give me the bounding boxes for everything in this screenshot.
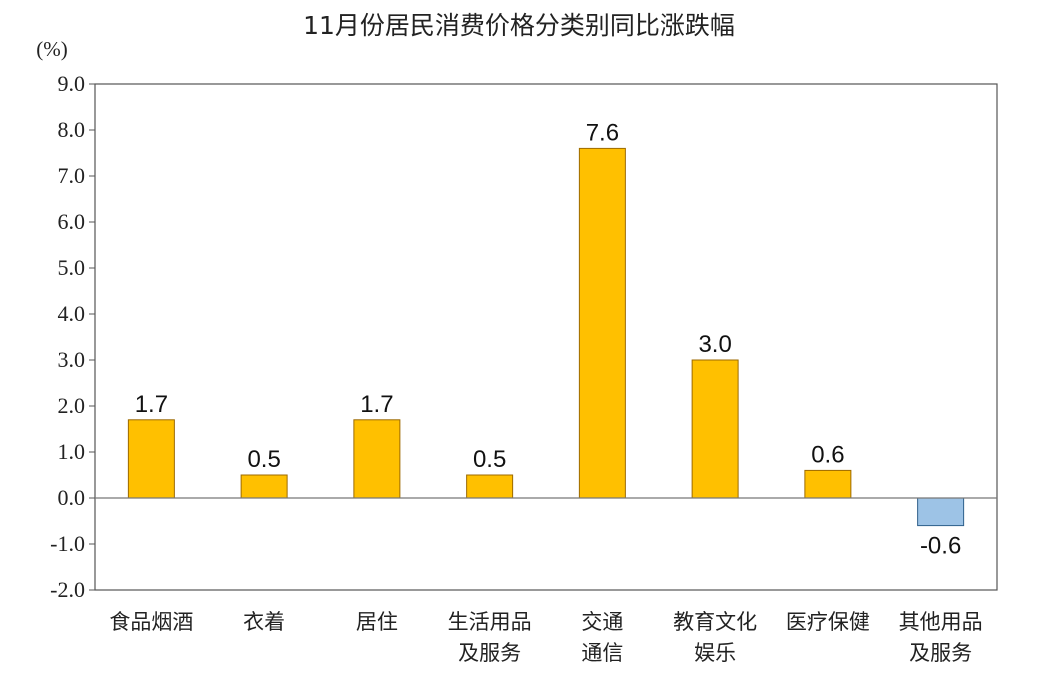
x-category-label: 及服务 — [909, 641, 972, 665]
plot-area-frame — [94, 83, 998, 591]
bar-value-label: 7.6 — [586, 119, 619, 146]
x-category-label: 通信 — [581, 641, 623, 665]
y-tick-label: -2.0 — [50, 577, 85, 602]
y-tick-label: 9.0 — [58, 71, 86, 96]
y-tick-label: 0.0 — [58, 485, 86, 510]
bar-positive — [240, 474, 288, 499]
x-category-label: 食品烟酒 — [109, 610, 193, 634]
bar-positive — [466, 474, 514, 499]
x-category-label: 交通 — [581, 610, 623, 634]
bar-positive — [353, 419, 401, 499]
bar-value-label: 0.6 — [811, 441, 844, 468]
y-axis-ticks: 9.0 8.0 7.0 6.0 5.0 4.0 3.0 2.0 1.0 0.0 -1.0 -2.0 — [50, 71, 95, 602]
x-category-label: 教育文化 — [673, 610, 757, 634]
y-tick-label: 3.0 — [58, 347, 86, 372]
y-tick-label: 1.0 — [58, 439, 86, 464]
bar-value-label: 1.7 — [360, 391, 393, 418]
x-category-label: 衣着 — [243, 610, 285, 634]
x-category-label: 居住 — [356, 610, 398, 634]
bar-positive — [691, 359, 739, 499]
bar-value-label: 0.5 — [247, 446, 280, 473]
bar-value-label: 1.7 — [135, 391, 168, 418]
bar-negative — [917, 497, 965, 527]
bar-value-label: -0.6 — [920, 533, 961, 560]
y-tick-label: 8.0 — [58, 117, 86, 142]
x-category-label: 娱乐 — [694, 641, 736, 665]
x-category-label: 其他用品 — [899, 610, 983, 634]
y-tick-label: 4.0 — [58, 301, 86, 326]
y-tick-label: 2.0 — [58, 393, 86, 418]
chart-title: 11月份居民消费价格分类别同比涨跌幅 — [303, 11, 735, 40]
x-category-label: 生活用品 — [448, 610, 532, 634]
bar-value-label: 0.5 — [473, 446, 506, 473]
x-category-label: 医疗保健 — [786, 610, 870, 634]
y-axis-unit-label: (%) — [36, 37, 67, 61]
bar-value-label: 3.0 — [698, 331, 731, 358]
bar-positive — [804, 469, 852, 499]
bar-series — [127, 147, 965, 527]
bar-positive — [578, 147, 626, 499]
bar-value-labels: 1.7 0.5 1.7 0.5 7.6 3.0 0.6 -0.6 — [135, 119, 962, 559]
x-category-label: 及服务 — [458, 641, 521, 665]
bar-positive — [127, 419, 175, 499]
y-tick-label: 5.0 — [58, 255, 86, 280]
y-tick-label: 6.0 — [58, 209, 86, 234]
y-tick-label: -1.0 — [50, 531, 85, 556]
y-tick-label: 7.0 — [58, 163, 86, 188]
